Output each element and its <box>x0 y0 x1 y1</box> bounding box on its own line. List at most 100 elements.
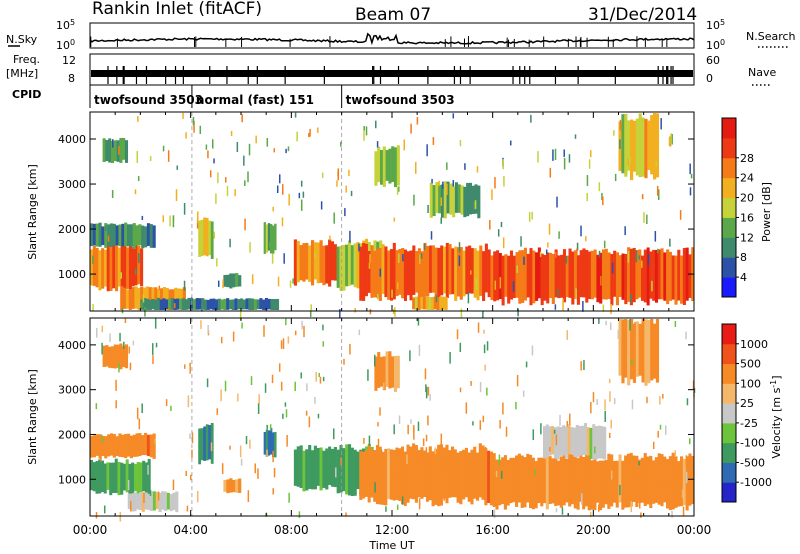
power-scatter-echo <box>467 291 470 304</box>
power-scatter-echo <box>520 236 522 247</box>
velocity-echo-cell <box>512 457 516 503</box>
power-scatter-echo <box>230 130 233 137</box>
velocity-echo-cell <box>112 433 116 458</box>
power-scatter-echo <box>292 278 294 284</box>
velocity-scatter-echo <box>631 399 634 410</box>
velocity-echo-cell <box>263 432 267 455</box>
velocity-echo-cell <box>543 426 547 459</box>
freq-left-label-line2: [MHz] <box>6 67 38 80</box>
velocity-echo-cell <box>515 455 519 507</box>
velocity-scatter-echo <box>305 410 308 416</box>
velocity-scatter-echo <box>272 450 274 463</box>
power-y-axis-label: Slant Range [km] <box>26 164 39 260</box>
velocity-scatter-echo <box>95 511 98 519</box>
velocity-echo-cell <box>391 356 395 388</box>
power-scatter-echo <box>249 242 251 253</box>
power-scatter-echo <box>491 189 493 200</box>
velocity-echo-cell <box>155 491 159 510</box>
power-echo-cell <box>141 225 145 249</box>
velocity-scatter-echo <box>640 512 642 518</box>
power-echo-cell <box>119 137 123 163</box>
velocity-echo-cell <box>644 319 648 386</box>
power-scatter-echo <box>222 279 224 289</box>
velocity-echo-cell <box>607 453 611 509</box>
power-scatter-echo <box>337 168 340 181</box>
power-echo-cell <box>588 251 592 300</box>
velocity-scatter-echo <box>559 414 561 426</box>
power-echo-cell <box>635 250 639 300</box>
power-echo-cell <box>454 246 458 301</box>
power-scatter-echo <box>310 304 312 311</box>
velocity-echo-cell <box>362 451 366 499</box>
power-scatter-echo <box>336 180 338 187</box>
power-scatter-echo <box>162 145 165 152</box>
velocity-scatter-echo <box>154 318 157 329</box>
power-echo-cell <box>137 287 141 310</box>
power-scatter-echo <box>657 248 659 254</box>
velocity-scatter-echo <box>486 387 488 396</box>
power-scatter-echo <box>276 185 279 193</box>
velocity-scatter-echo <box>522 390 525 397</box>
power-echo-cell <box>579 250 583 298</box>
power-echo-cell <box>412 245 416 295</box>
power-scatter-echo <box>574 134 577 139</box>
power-scatter-echo <box>502 159 504 170</box>
velocity-scatter-echo <box>165 399 168 407</box>
power-echo-cell <box>123 244 127 290</box>
power-echo-cell <box>414 296 418 310</box>
power-echo-cell <box>235 273 239 287</box>
velocity-echo-cell <box>308 445 312 489</box>
velocity-echo-cell <box>400 446 405 505</box>
velocity-echo-cell <box>632 323 637 383</box>
power-echo-cell <box>101 248 105 289</box>
velocity-echo-cell <box>682 458 686 506</box>
velocity-scatter-echo <box>484 364 486 371</box>
power-scatter-echo <box>112 139 114 148</box>
power-echo-cell <box>350 245 354 285</box>
velocity-echo-cell <box>551 458 555 504</box>
velocity-scatter-echo <box>340 457 342 466</box>
cpid-segment-label: normal (fast) 151 <box>196 93 314 107</box>
velocity-echo-cell <box>377 352 381 388</box>
velocity-echo-cell <box>100 460 105 493</box>
velocity-echo-cell <box>586 427 590 456</box>
velocity-plot-area <box>90 318 696 522</box>
power-scatter-echo <box>272 206 274 212</box>
velocity-scatter-echo <box>303 325 305 338</box>
power-echo-cell <box>209 298 213 310</box>
power-echo-cell <box>654 249 659 303</box>
velocity-echo-cell <box>119 343 123 370</box>
power-echo-cell <box>210 221 214 259</box>
velocity-scatter-echo <box>123 341 125 349</box>
velocity-scatter-echo <box>319 376 322 384</box>
power-echo-cell <box>263 222 267 254</box>
power-echo-cell <box>468 245 472 294</box>
power-scatter-echo <box>394 307 396 317</box>
velocity-echo-cell <box>124 344 129 369</box>
velocity-scatter-echo <box>155 342 158 348</box>
velocity-scatter-echo <box>427 386 430 396</box>
velocity-echo-cell <box>122 463 126 491</box>
velocity-scatter-echo <box>284 402 287 407</box>
power-echo-cell <box>90 223 94 247</box>
velocity-echo-cell <box>425 452 430 502</box>
velocity-echo-cell <box>564 426 568 459</box>
velocity-echo-cell <box>562 425 566 456</box>
power-scatter-echo <box>271 253 274 264</box>
power-echo-cell <box>275 298 280 310</box>
velocity-scatter-echo <box>685 331 687 340</box>
velocity-echo-cell <box>674 456 678 508</box>
power-echo-cell <box>632 120 637 172</box>
velocity-echo-cell <box>138 433 142 457</box>
power-scatter-echo <box>368 262 371 269</box>
velocity-echo-cell <box>364 449 368 497</box>
velocity-echo-cell <box>392 449 396 501</box>
power-echo-cell <box>507 255 511 304</box>
velocity-scatter-echo <box>671 510 673 518</box>
velocity-scatter-echo <box>410 419 412 424</box>
velocity-echo-cell <box>152 491 157 511</box>
velocity-echo-cell <box>161 491 165 510</box>
power-echo-cell <box>101 226 105 246</box>
power-echo-cell <box>460 185 464 215</box>
power-scatter-echo <box>669 238 671 247</box>
